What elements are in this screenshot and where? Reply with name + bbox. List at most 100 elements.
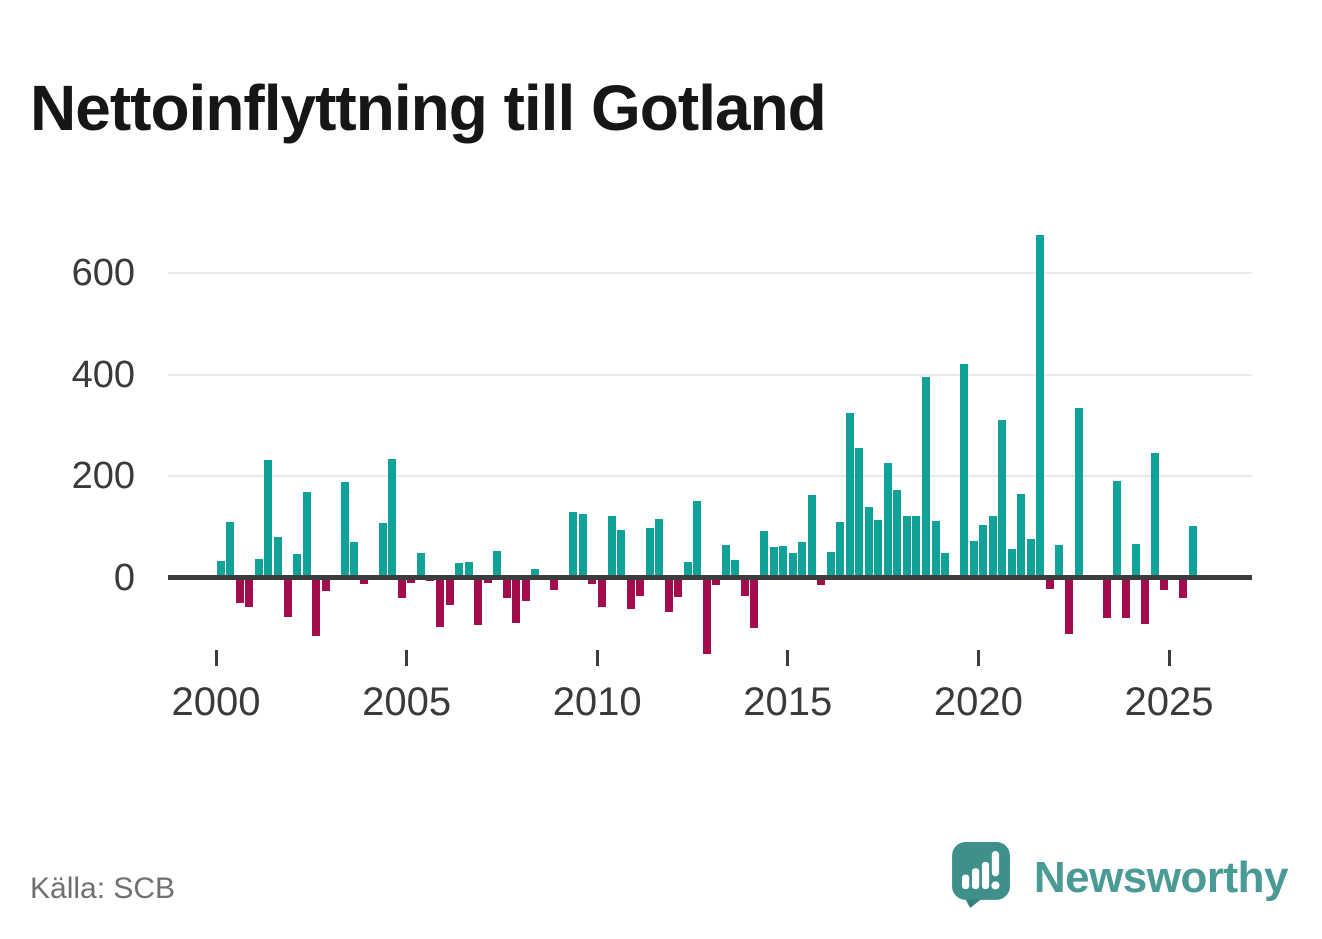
x-axis-line bbox=[168, 575, 1252, 580]
bar bbox=[779, 546, 788, 578]
bar bbox=[1179, 578, 1188, 599]
bar bbox=[1122, 578, 1131, 619]
bar bbox=[740, 578, 749, 597]
x-tick-label: 2020 bbox=[933, 680, 1023, 724]
bar bbox=[960, 364, 969, 578]
x-tick-label: 2010 bbox=[552, 680, 642, 724]
bar bbox=[321, 578, 330, 591]
bar bbox=[998, 420, 1007, 578]
bar bbox=[988, 516, 997, 578]
bar bbox=[922, 377, 931, 578]
bar bbox=[893, 489, 902, 578]
source-note: Källa: SCB bbox=[30, 872, 176, 905]
bar bbox=[1007, 549, 1016, 578]
bar bbox=[655, 518, 664, 578]
brand: Newsworthy bbox=[951, 842, 1289, 913]
bar bbox=[388, 458, 397, 578]
bar bbox=[445, 578, 454, 605]
bar bbox=[931, 520, 940, 578]
bar bbox=[607, 515, 616, 578]
bar bbox=[941, 553, 950, 578]
bar bbox=[1112, 481, 1121, 578]
bar bbox=[1131, 543, 1140, 578]
bar bbox=[721, 544, 730, 578]
bar bbox=[750, 578, 759, 628]
bar bbox=[502, 578, 511, 599]
bar bbox=[788, 553, 797, 578]
bar bbox=[435, 578, 444, 627]
bar bbox=[1188, 526, 1197, 578]
y-tick-label: 200 bbox=[71, 455, 135, 498]
bar bbox=[731, 559, 740, 578]
bar bbox=[1141, 578, 1150, 625]
bar bbox=[969, 541, 978, 578]
bar bbox=[569, 511, 578, 578]
bar bbox=[588, 578, 597, 584]
bar bbox=[807, 494, 816, 578]
bar bbox=[235, 578, 244, 604]
bar bbox=[578, 513, 587, 578]
bar bbox=[1150, 453, 1159, 578]
x-tick bbox=[1167, 650, 1171, 666]
y-tick-label: 0 bbox=[113, 557, 135, 599]
bar bbox=[883, 462, 892, 578]
newsworthy-logo-icon bbox=[951, 842, 1010, 913]
bar bbox=[226, 522, 235, 578]
bar bbox=[702, 578, 711, 655]
bar bbox=[531, 568, 540, 578]
bar bbox=[512, 578, 521, 623]
bar bbox=[617, 529, 626, 578]
y-tick-label: 600 bbox=[71, 251, 135, 294]
x-tick-label: 2025 bbox=[1124, 680, 1214, 724]
bar bbox=[464, 561, 473, 578]
bar bbox=[273, 536, 282, 578]
bar bbox=[864, 507, 873, 578]
bar bbox=[416, 553, 425, 578]
x-tick bbox=[214, 650, 218, 666]
bar bbox=[293, 554, 302, 578]
bar bbox=[902, 515, 911, 578]
bar bbox=[1055, 544, 1064, 578]
gridline bbox=[168, 475, 1252, 478]
bar bbox=[264, 459, 273, 578]
bar bbox=[836, 521, 845, 578]
x-tick-label: 2015 bbox=[743, 680, 833, 724]
bar bbox=[798, 542, 807, 578]
bar bbox=[493, 551, 502, 578]
bar bbox=[693, 500, 702, 578]
bar bbox=[283, 578, 292, 618]
bar bbox=[397, 578, 406, 599]
y-tick-label: 400 bbox=[71, 353, 135, 396]
bar bbox=[636, 578, 645, 596]
x-tick bbox=[976, 650, 980, 666]
bar bbox=[483, 578, 492, 583]
bar bbox=[521, 578, 530, 602]
bar bbox=[550, 578, 559, 590]
bar bbox=[302, 491, 311, 578]
bar bbox=[874, 520, 883, 578]
bar bbox=[350, 542, 359, 578]
bar bbox=[760, 530, 768, 578]
x-tick bbox=[595, 650, 599, 666]
bar bbox=[245, 578, 254, 607]
gridline bbox=[168, 373, 1252, 376]
bar bbox=[979, 524, 988, 578]
bar bbox=[1036, 234, 1045, 578]
bar bbox=[817, 578, 826, 586]
x-tick bbox=[405, 650, 409, 666]
bar bbox=[855, 448, 864, 578]
bar bbox=[1064, 578, 1073, 634]
bar bbox=[474, 578, 483, 625]
bar bbox=[912, 515, 921, 578]
bar bbox=[826, 551, 835, 578]
bar bbox=[216, 561, 225, 578]
bar bbox=[626, 578, 635, 609]
gridline bbox=[168, 271, 1252, 274]
bar bbox=[845, 412, 854, 578]
bar bbox=[664, 578, 673, 612]
bar bbox=[1045, 578, 1054, 589]
bar bbox=[340, 482, 349, 578]
bar bbox=[1160, 578, 1169, 590]
bar bbox=[1103, 578, 1112, 618]
